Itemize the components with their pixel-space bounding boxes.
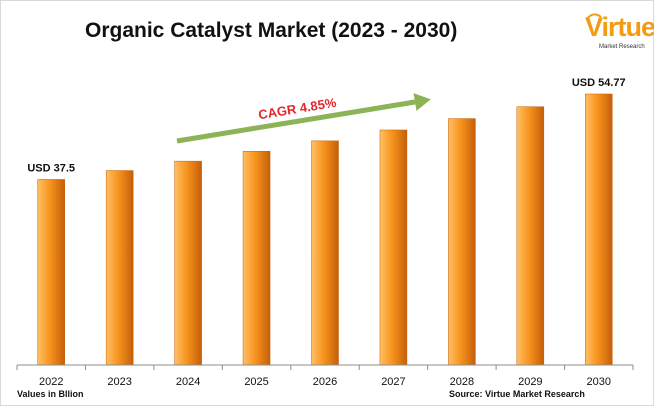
data-labels: USD 37.5 USD 54.77 <box>27 77 625 174</box>
bar-2023 <box>105 170 134 366</box>
bar-2026 <box>311 140 339 366</box>
bar-2028 <box>448 118 476 366</box>
x-tick-label-2026: 2026 <box>313 376 337 388</box>
x-tick-label-2030: 2030 <box>587 376 611 388</box>
bar-2029 <box>516 106 545 366</box>
source-note: Source: Virtue Market Research <box>449 389 585 399</box>
x-tick-label-2028: 2028 <box>450 376 474 388</box>
chart-title: Organic Catalyst Market (2023 - 2030) <box>85 19 458 42</box>
bars-group <box>37 93 613 366</box>
bar-2022 <box>37 179 65 366</box>
x-axis-ticks <box>16 365 634 370</box>
units-note: Values in Bllion <box>17 389 84 399</box>
x-axis-labels: 2022 2023 2024 2025 2026 2027 2028 2029 2030 <box>39 376 611 388</box>
cagr-arrow <box>176 99 416 144</box>
bar-2025 <box>242 150 271 366</box>
x-tick-label-2025: 2025 <box>244 376 268 388</box>
bar-2024 <box>174 160 202 366</box>
data-label-2022: USD 37.5 <box>27 162 75 174</box>
logo-tagline: Market Research <box>599 44 645 50</box>
bar-2030 <box>585 93 613 366</box>
x-tick-label-2022: 2022 <box>39 376 63 388</box>
data-label-2030: USD 54.77 <box>572 77 626 89</box>
logo-swoosh-icon <box>586 13 602 20</box>
bar-2027 <box>379 129 408 366</box>
virtue-logo: Virtue Market Research <box>585 13 654 57</box>
logo-brand: Virtue <box>585 12 654 42</box>
x-tick-label-2023: 2023 <box>107 376 131 388</box>
cagr-arrow-head <box>413 93 431 111</box>
x-tick-label-2024: 2024 <box>176 376 200 388</box>
x-tick-label-2029: 2029 <box>518 376 542 388</box>
x-tick-label-2027: 2027 <box>381 376 405 388</box>
